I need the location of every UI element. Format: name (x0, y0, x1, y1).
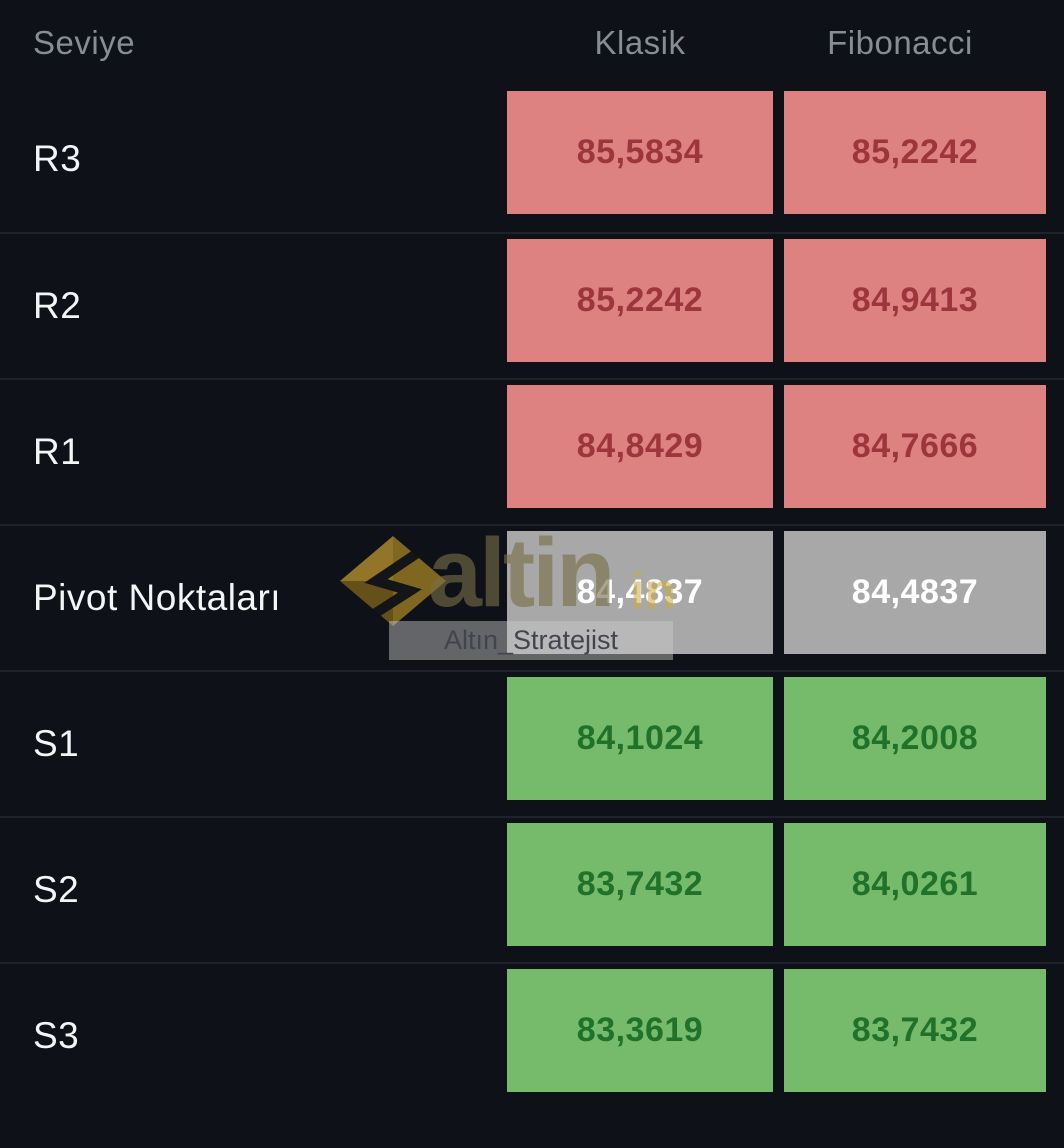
row-label: R3 (33, 138, 82, 179)
row-label: S3 (33, 1015, 80, 1056)
row-label: Pivot Noktaları (33, 577, 282, 618)
table-row: R3 85,5834 85,2242 (0, 86, 1064, 232)
fibonacci-value-cell: 84,9413 (784, 239, 1046, 362)
fibonacci-value-cell: 84,0261 (784, 823, 1046, 946)
table-row: S3 83,3619 83,7432 (0, 962, 1064, 1108)
classic-value-cell: 84,4837 (507, 531, 773, 654)
header-fibonacci: Fibonacci (827, 24, 973, 61)
table-row: S1 84,1024 84,2008 (0, 670, 1064, 816)
table-row: S2 83,7432 84,0261 (0, 816, 1064, 962)
fibonacci-value-cell: 84,7666 (784, 385, 1046, 508)
row-label: R2 (33, 285, 82, 326)
row-label: S2 (33, 869, 80, 910)
classic-value-cell: 85,5834 (507, 91, 773, 214)
header-level: Seviye (33, 24, 136, 61)
table-header: Seviye Klasik Fibonacci (0, 0, 1064, 86)
table-body: R3 85,5834 85,2242 R2 85,2242 84,9413 R1… (0, 86, 1064, 1108)
row-label: S1 (33, 723, 80, 764)
classic-value-cell: 85,2242 (507, 239, 773, 362)
fibonacci-value-cell: 84,2008 (784, 677, 1046, 800)
pivot-points-table: Seviye Klasik Fibonacci R3 85,5834 85,22… (0, 0, 1064, 1108)
table-row: R1 84,8429 84,7666 (0, 378, 1064, 524)
fibonacci-value-cell: 83,7432 (784, 969, 1046, 1092)
header-classic: Klasik (594, 24, 686, 61)
row-label: R1 (33, 431, 82, 472)
table-row: R2 85,2242 84,9413 (0, 232, 1064, 378)
classic-value-cell: 84,1024 (507, 677, 773, 800)
classic-value-cell: 83,7432 (507, 823, 773, 946)
table-row: Pivot Noktaları 84,4837 84,4837 (0, 524, 1064, 670)
fibonacci-value-cell: 84,4837 (784, 531, 1046, 654)
classic-value-cell: 84,8429 (507, 385, 773, 508)
classic-value-cell: 83,3619 (507, 969, 773, 1092)
fibonacci-value-cell: 85,2242 (784, 91, 1046, 214)
